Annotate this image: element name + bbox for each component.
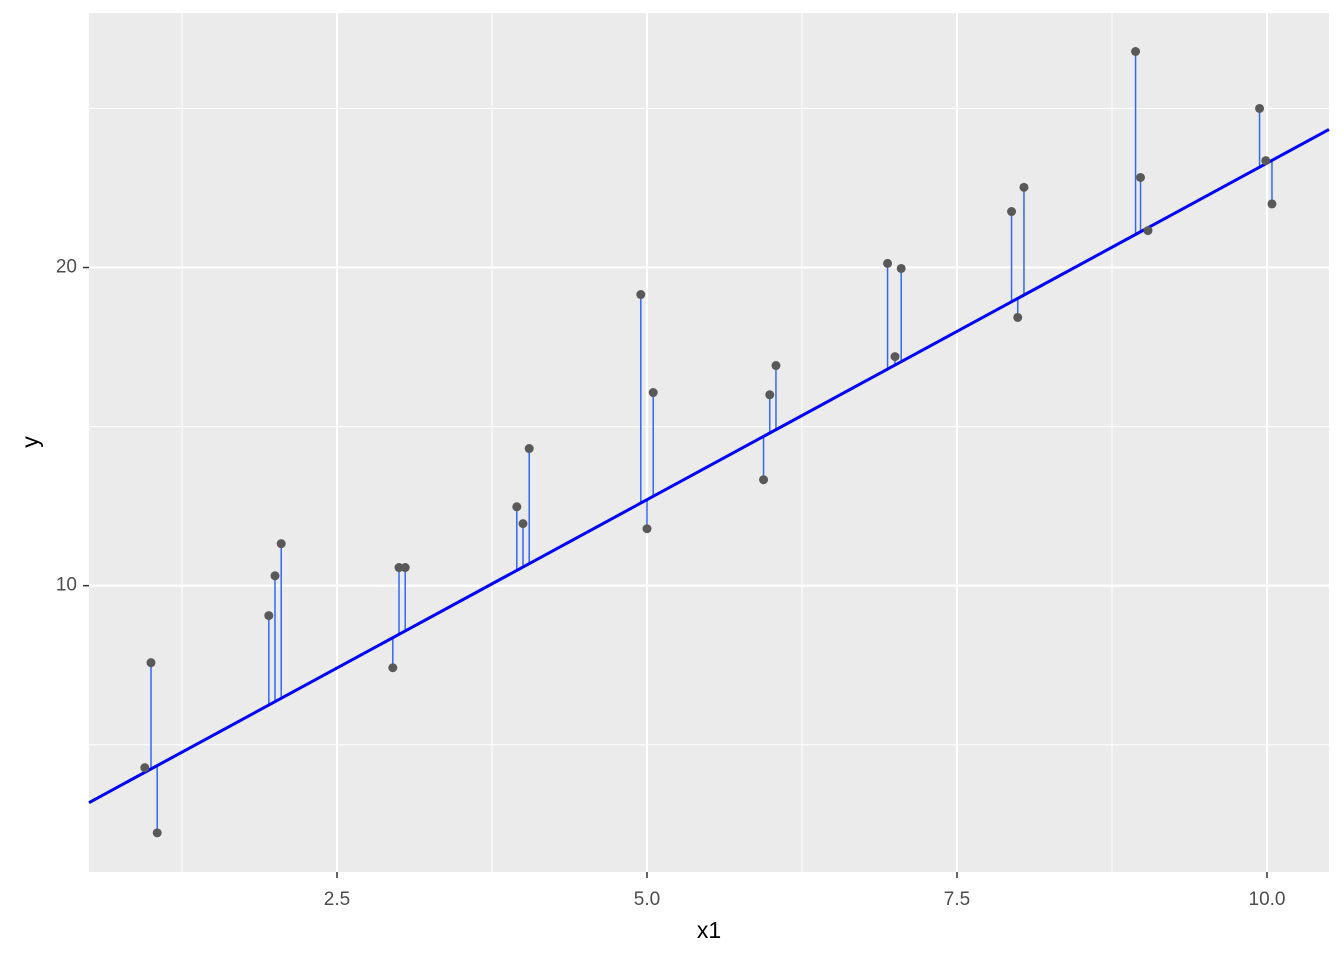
x-tick-label: 2.5 [324,889,350,910]
point [759,475,769,485]
point [518,519,528,529]
point [883,258,893,268]
y-axis-title: y [17,436,43,448]
point [1131,46,1141,56]
point [152,828,162,838]
y-tick-label: 10 [56,575,77,596]
point [1267,199,1277,209]
x-tick-label: 5.0 [634,889,660,910]
point [648,388,658,398]
grid [89,13,1329,872]
regression-line [88,128,1330,804]
point [512,502,522,512]
point [1013,312,1023,322]
x-axis-title: x1 [697,917,721,943]
x-tick-label: 10.0 [1249,889,1286,910]
point [1136,172,1146,182]
point [1261,156,1271,166]
panel [89,13,1329,872]
point [388,663,398,673]
point [264,611,274,621]
y-tick-label: 20 [56,257,77,278]
point [890,352,900,362]
point [642,524,652,534]
point [1019,182,1029,192]
point [771,361,781,371]
marks [88,46,1330,838]
point [270,571,280,581]
point [394,563,404,573]
point [146,658,156,668]
x-tick-label: 7.5 [944,889,970,910]
point [1143,226,1153,236]
point [524,444,534,454]
point [1255,103,1265,113]
point [636,290,646,300]
point [896,263,906,273]
point [765,390,775,400]
point [140,763,150,773]
point [1007,207,1017,217]
point [400,563,410,573]
axes: 2.5 5.0 7.5 10.0 10 20 [56,257,1286,910]
point [276,539,286,549]
